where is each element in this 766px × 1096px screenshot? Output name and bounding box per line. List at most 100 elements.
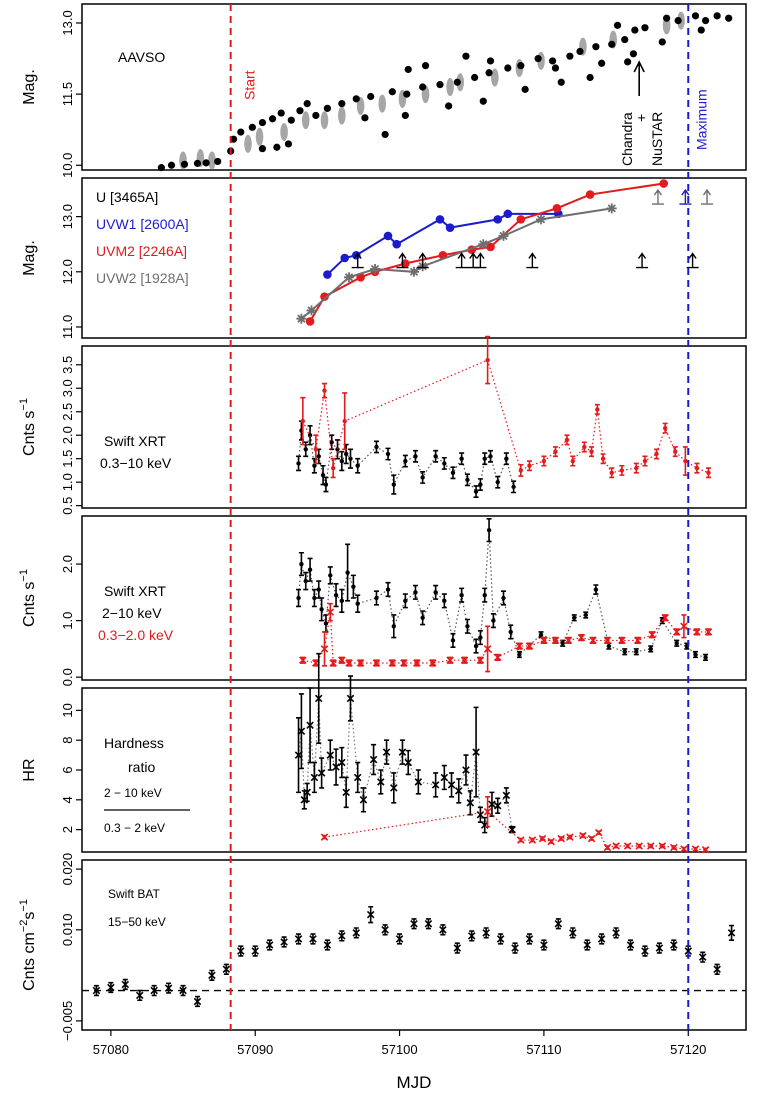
data-point-x: [352, 929, 361, 937]
data-point: [303, 447, 308, 452]
data-point: [323, 482, 329, 487]
data-point: [391, 624, 396, 629]
data-point: [564, 437, 570, 443]
data-point: [465, 624, 470, 629]
data-point-x: [342, 788, 350, 797]
data-point: [478, 482, 483, 487]
data-point-x: [476, 656, 485, 664]
data-point: [401, 259, 410, 268]
chandra-label: Chandra: [619, 112, 635, 166]
data-point-x: [398, 748, 407, 756]
data-point: [459, 456, 464, 461]
panel-label-line2: ratio: [128, 759, 155, 775]
data-point: [516, 215, 526, 224]
y-tick-label: 13.0: [60, 204, 75, 229]
data-point-x: [320, 833, 329, 841]
data-point-x: [320, 645, 329, 653]
data-point-black: [517, 62, 525, 70]
data-point: [385, 587, 391, 592]
data-point: [433, 454, 438, 459]
data-point-black: [284, 140, 293, 148]
panel-frame: [81, 345, 747, 509]
data-point-star: [606, 203, 617, 214]
data-point: [488, 454, 493, 459]
data-point-black: [608, 40, 616, 48]
data-point-black: [381, 130, 389, 139]
data-point-black: [621, 35, 629, 44]
data-point-x: [400, 659, 408, 667]
y-tick-label: 0.0: [60, 668, 75, 686]
data-point: [589, 449, 594, 454]
data-point-x: [265, 941, 274, 949]
data-point: [445, 223, 455, 232]
data-point: [674, 641, 679, 646]
data-point-black: [713, 12, 721, 20]
data-point: [374, 444, 379, 450]
data-point-x: [691, 845, 700, 853]
x-axis: MJD 57080 57090 57100 57110 57120: [93, 1030, 706, 1092]
data-point-x: [648, 630, 656, 639]
data-point-x: [493, 653, 502, 662]
data-point-black: [287, 116, 295, 124]
y-tick-label: −0.005: [60, 1001, 75, 1041]
data-point-black: [548, 57, 557, 65]
data-point-black: [674, 17, 682, 25]
data-point: [442, 461, 447, 466]
panel-frame: [81, 687, 747, 853]
data-point-x: [323, 941, 332, 949]
data-point-x: [672, 628, 681, 636]
data-point: [517, 652, 522, 657]
panel-aavso: 10.0 11.5 13.0 Mag. AAVSO Chandra+ NuSTAR: [21, 3, 747, 178]
data-point-x: [589, 636, 597, 645]
data-point-star: [296, 313, 307, 324]
data-point: [392, 239, 401, 249]
data-point-black: [352, 95, 360, 103]
data-point-x: [326, 608, 335, 616]
data-point-x: [467, 932, 476, 940]
series-dotted-line: [302, 612, 709, 664]
data-point: [420, 615, 425, 620]
panel-hardness: 2 4 6 8 10 HR Hardness ratio 2 − 10 keV 0.3 − 2 k…: [21, 652, 747, 854]
data-point-x: [727, 929, 736, 937]
data-point-x: [508, 825, 516, 834]
data-point-black: [388, 88, 396, 96]
data-point-x: [193, 997, 202, 1006]
data-point-x: [603, 843, 612, 852]
data-point: [485, 357, 490, 363]
data-point-star: [370, 264, 381, 275]
data-point: [333, 592, 339, 598]
data-point-black: [471, 73, 479, 82]
data-point-black: [725, 14, 733, 22]
data-point: [486, 242, 495, 252]
data-point-x: [135, 991, 144, 1000]
data-point: [694, 465, 700, 471]
data-point-x: [428, 659, 437, 667]
data-point-x: [317, 769, 326, 777]
data-point-x: [698, 953, 707, 961]
data-point-black: [403, 90, 411, 98]
data-point-x: [338, 758, 346, 767]
data-point-x: [222, 965, 231, 974]
data-point: [300, 418, 306, 424]
upper-limit-arrow: [416, 252, 429, 269]
data-point-x: [658, 842, 667, 850]
y-axis-label: Cnts s−1: [18, 569, 38, 627]
x-tick-label: 57100: [381, 1042, 417, 1057]
data-point: [312, 595, 317, 601]
data-point-star: [498, 230, 509, 241]
data-point: [450, 470, 456, 475]
data-point: [508, 629, 513, 635]
data-point: [654, 451, 659, 457]
y-axis-label: Cnts cm−2s−1: [18, 899, 38, 991]
data-point: [328, 573, 333, 578]
data-point: [493, 215, 503, 224]
data-point-x: [579, 831, 587, 840]
upper-limit-arrow: [679, 188, 692, 205]
data-point-black: [180, 160, 189, 168]
upper-limit-arrow: [636, 252, 649, 269]
data-point-x: [551, 636, 560, 645]
data-point-x: [557, 834, 566, 843]
data-point-x: [626, 941, 635, 949]
data-point-x: [577, 633, 586, 642]
